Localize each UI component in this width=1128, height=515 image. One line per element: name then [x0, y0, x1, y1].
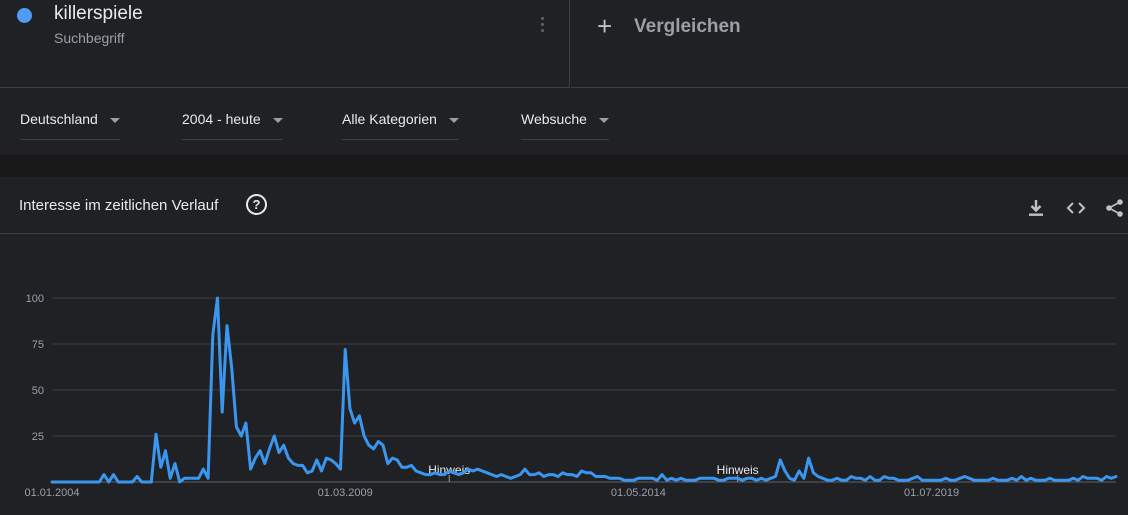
search-term-card[interactable]: killerspiele Suchbegriff [0, 0, 570, 88]
series-color-dot [17, 8, 32, 23]
search-term-type: Suchbegriff [54, 30, 125, 46]
x-tick-label: 01.05.2014 [611, 487, 666, 499]
panel-divider [0, 233, 1128, 234]
plus-icon: + [597, 11, 613, 41]
annotation-label: Hinweis [717, 463, 759, 477]
filter-region-label: Deutschland [20, 111, 98, 127]
interest-over-time-panel: Interesse im zeitlichen Verlauf ? 25 50 75… [0, 177, 1128, 515]
embed-icon[interactable] [1065, 197, 1087, 219]
filter-search-type-label: Websuche [521, 111, 587, 127]
filter-bar: Deutschland 2004 - heute Alle Kategorien… [0, 88, 1128, 155]
compare-button[interactable]: + Vergleichen [571, 0, 1128, 88]
x-tick-label: 01.01.2004 [24, 487, 79, 499]
filter-search-type-dropdown[interactable]: Websuche [521, 111, 609, 140]
download-icon[interactable] [1025, 197, 1047, 219]
filter-time-dropdown[interactable]: 2004 - heute [182, 111, 283, 140]
x-tick-label: 01.07.2019 [904, 487, 959, 499]
panel-title: Interesse im zeitlichen Verlauf [19, 197, 219, 214]
filter-category-dropdown[interactable]: Alle Kategorien [342, 111, 459, 140]
search-term-name[interactable]: killerspiele [54, 3, 143, 24]
compare-label: Vergleichen [634, 16, 741, 37]
more-options-icon[interactable] [536, 14, 548, 36]
dropdown-caret-icon [272, 117, 283, 123]
x-tick-label: 01.03.2009 [318, 487, 373, 499]
filter-time-label: 2004 - heute [182, 111, 261, 127]
y-tick-label: 75 [32, 339, 44, 351]
filter-region-dropdown[interactable]: Deutschland [20, 111, 120, 140]
y-tick-label: 25 [32, 431, 44, 443]
dropdown-caret-icon [598, 117, 609, 123]
series-line-killerspiele [50, 296, 1118, 484]
share-icon[interactable] [1104, 197, 1126, 219]
dropdown-caret-icon [109, 117, 120, 123]
help-icon[interactable]: ? [246, 194, 267, 215]
filter-category-label: Alle Kategorien [342, 111, 437, 127]
interest-line-chart[interactable]: 25 50 75 100 01.01.2004 01.03.2009 01.05.2014 0… [0, 177, 1128, 515]
y-tick-label: 100 [26, 293, 44, 305]
dropdown-caret-icon [448, 117, 459, 123]
section-gap [0, 155, 1128, 177]
y-tick-label: 50 [32, 385, 44, 397]
